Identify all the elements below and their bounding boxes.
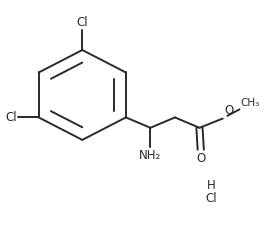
Text: O: O bbox=[196, 152, 205, 165]
Text: CH₃: CH₃ bbox=[241, 98, 260, 108]
Text: Cl: Cl bbox=[206, 192, 217, 205]
Text: NH₂: NH₂ bbox=[139, 149, 162, 162]
Text: Cl: Cl bbox=[5, 111, 17, 124]
Text: O: O bbox=[224, 104, 233, 118]
Text: Cl: Cl bbox=[76, 16, 88, 29]
Text: H: H bbox=[207, 180, 216, 193]
